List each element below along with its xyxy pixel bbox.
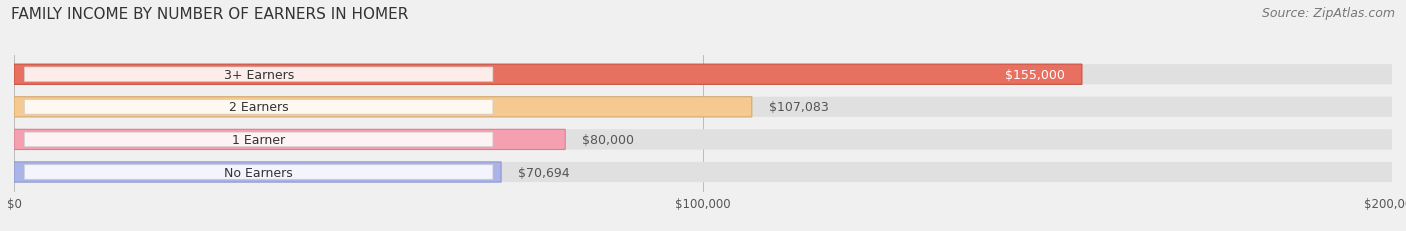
- Text: 3+ Earners: 3+ Earners: [224, 68, 294, 81]
- FancyBboxPatch shape: [14, 65, 1083, 85]
- FancyBboxPatch shape: [24, 133, 494, 147]
- Text: $107,083: $107,083: [769, 101, 828, 114]
- FancyBboxPatch shape: [14, 97, 752, 117]
- FancyBboxPatch shape: [14, 130, 1392, 150]
- Text: $70,694: $70,694: [519, 166, 569, 179]
- FancyBboxPatch shape: [14, 162, 1392, 182]
- FancyBboxPatch shape: [14, 65, 1392, 85]
- Text: Source: ZipAtlas.com: Source: ZipAtlas.com: [1261, 7, 1395, 20]
- Text: $155,000: $155,000: [1005, 68, 1064, 81]
- FancyBboxPatch shape: [24, 100, 494, 115]
- FancyBboxPatch shape: [24, 68, 494, 82]
- FancyBboxPatch shape: [14, 97, 1392, 117]
- Text: 2 Earners: 2 Earners: [229, 101, 288, 114]
- Text: No Earners: No Earners: [225, 166, 292, 179]
- Text: $80,000: $80,000: [582, 133, 634, 146]
- Text: FAMILY INCOME BY NUMBER OF EARNERS IN HOMER: FAMILY INCOME BY NUMBER OF EARNERS IN HO…: [11, 7, 409, 22]
- FancyBboxPatch shape: [14, 162, 501, 182]
- FancyBboxPatch shape: [14, 130, 565, 150]
- Text: 1 Earner: 1 Earner: [232, 133, 285, 146]
- FancyBboxPatch shape: [24, 165, 494, 179]
